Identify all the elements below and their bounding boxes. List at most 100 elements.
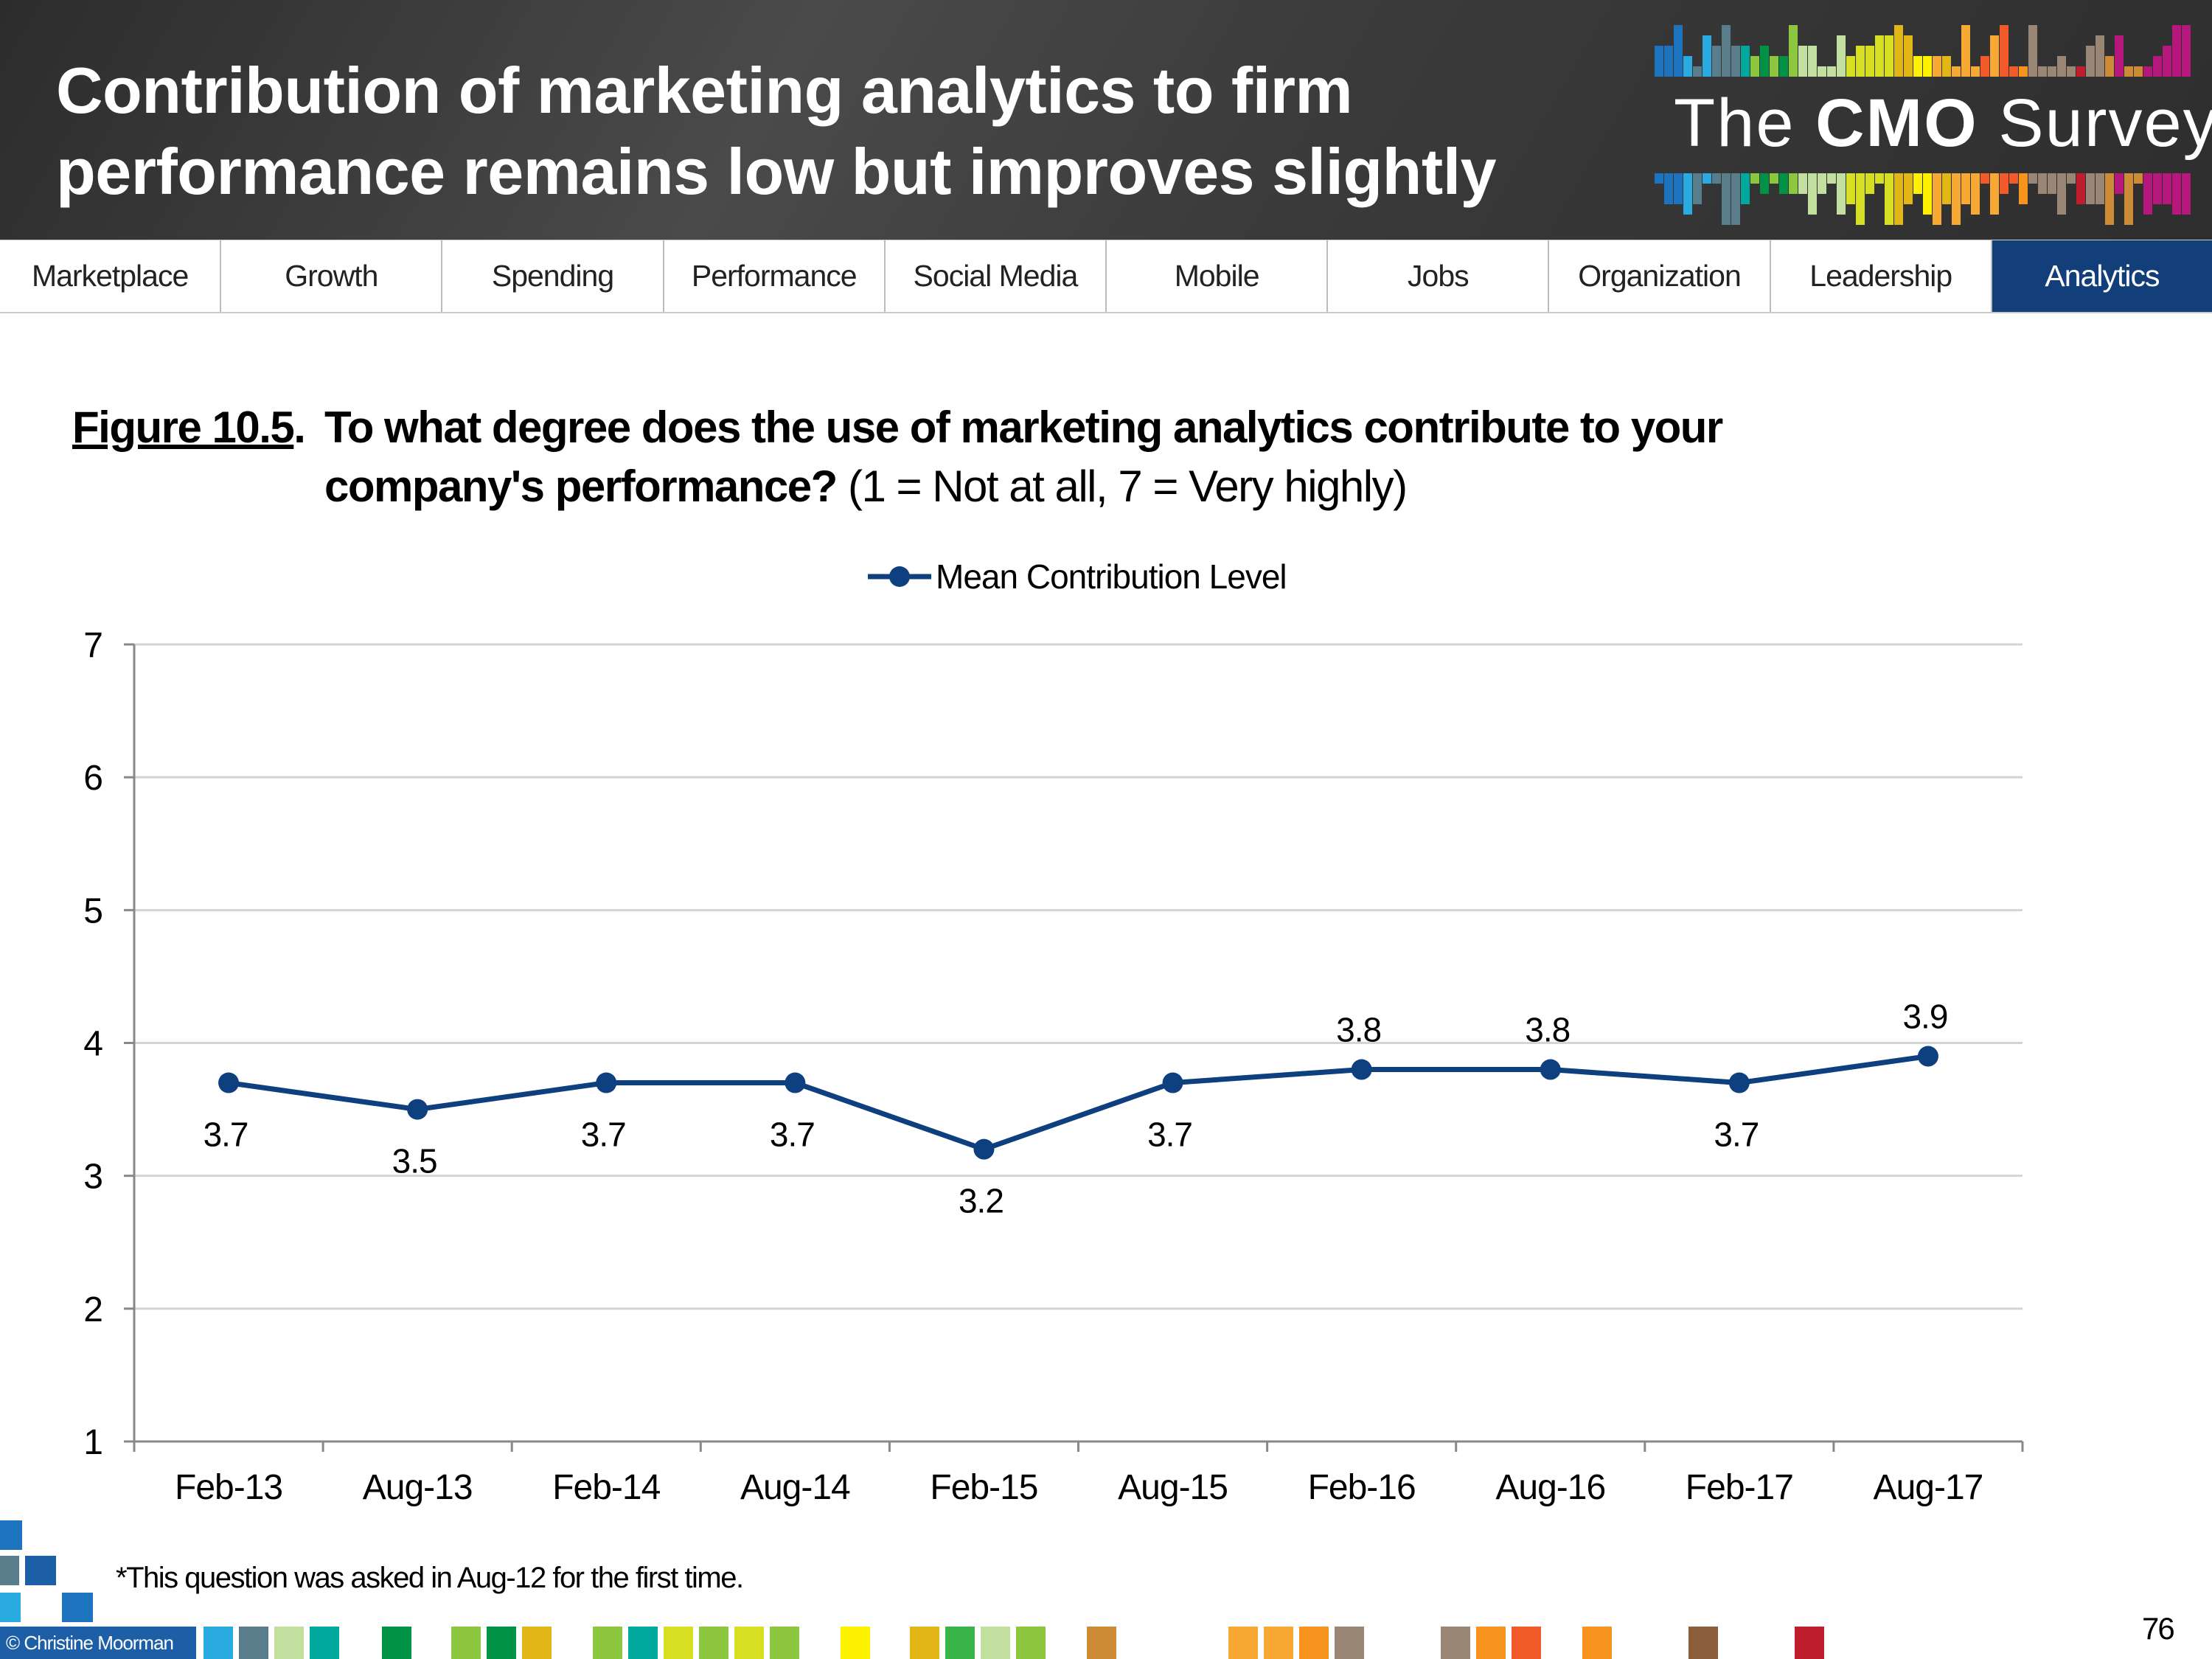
y-tick-label: 6 [83, 759, 103, 798]
logo-pixel [1933, 215, 1941, 225]
logo-pixel [1846, 194, 1855, 204]
logo-pixel [1846, 173, 1855, 184]
logo-pixel [2163, 173, 2171, 184]
logo-pixel [1760, 66, 1769, 77]
logo-pixel [2048, 173, 2056, 184]
logo-pixel [1674, 35, 1683, 46]
logo-pixel [2076, 194, 2085, 204]
logo-pixel [2096, 173, 2104, 184]
logo-pixel [1961, 35, 1970, 46]
logo-pixel [2000, 56, 2008, 66]
series-line [228, 1054, 1929, 1152]
logo-pixel [1952, 215, 1961, 225]
logo-pixel [1846, 184, 1855, 194]
logo-pixel [1770, 56, 1778, 66]
tab-social-media[interactable]: Social Media [886, 240, 1107, 312]
logo-pixel [1971, 184, 1980, 194]
logo-pixel [2124, 215, 2133, 225]
logo-pixel [2143, 173, 2152, 184]
footer-color-block [1582, 1627, 1612, 1659]
logo-pixel [1789, 46, 1798, 56]
logo-pixel [1837, 46, 1846, 56]
logo-pixel [2028, 25, 2037, 35]
logo-suffix: Survey [1998, 86, 2212, 161]
logo-pixel [1779, 184, 1788, 194]
logo-pixel [1865, 56, 1874, 66]
data-label: 3.8 [1525, 1011, 1570, 1049]
legend-label: Mean Contribution Level [936, 557, 1287, 596]
slide-title: Contribution of marketing analytics to f… [56, 50, 1497, 212]
logo-pixel [1712, 46, 1721, 56]
logo-pixel [1961, 194, 1970, 204]
logo-pixel [1674, 173, 1683, 184]
logo-pixel [1760, 173, 1769, 184]
logo-pixel [1750, 173, 1759, 184]
logo-pixel [1856, 184, 1865, 194]
logo-pixel [1837, 184, 1846, 194]
logo-pixel [2105, 66, 2114, 77]
logo-pixel [1722, 25, 1731, 35]
section-nav: Marketplace Growth Spending Performance Soci… [0, 240, 2212, 313]
tab-mobile[interactable]: Mobile [1107, 240, 1329, 312]
logo-pixel [2057, 56, 2066, 66]
footer-corner-block [25, 1556, 56, 1585]
logo-pixel [1885, 215, 1893, 225]
logo-pixel [1664, 56, 1673, 66]
logo-pixel [2038, 184, 2047, 194]
logo-pixel [1712, 66, 1721, 77]
logo-bold: CMO [1815, 86, 1978, 161]
logo-pixel [1894, 173, 1903, 184]
logo-pixel [1664, 184, 1673, 194]
logo-pixel [2000, 66, 2008, 77]
tab-growth[interactable]: Growth [221, 240, 443, 312]
logo-pixel [2009, 173, 2018, 184]
logo-pixel [2172, 66, 2181, 77]
logo-pixel [2143, 66, 2152, 77]
logo-pixel [1923, 173, 1932, 184]
logo-pixel [1731, 56, 1740, 66]
title-line-2: performance remains low but improves sli… [56, 135, 1497, 208]
logo-pixel [1952, 194, 1961, 204]
logo-pixel [1789, 66, 1798, 77]
logo-pixel [1722, 184, 1731, 194]
logo-pixel [1693, 184, 1702, 194]
logo-pixel [2182, 46, 2191, 56]
logo-pixel [2105, 215, 2114, 225]
logo-pixel [1990, 184, 1999, 194]
logo-pixel [1865, 173, 1874, 184]
tab-marketplace[interactable]: Marketplace [0, 240, 222, 312]
question-text: To what degree does the use of marketing… [324, 403, 1723, 511]
logo-pixel [1722, 56, 1731, 66]
logo-pixel [2172, 25, 2181, 35]
x-tick-label: Aug-13 [363, 1468, 473, 1507]
logo-pixel [2086, 194, 2095, 204]
logo-pixel [1885, 184, 1893, 194]
logo-pixel [2009, 66, 2018, 77]
logo-pixel [2028, 35, 2037, 46]
x-tick-label: Aug-17 [1874, 1468, 1983, 1507]
tab-spending[interactable]: Spending [442, 240, 664, 312]
footer-color-block [382, 1627, 411, 1659]
tab-leadership[interactable]: Leadership [1771, 240, 1992, 312]
logo-pixel [1913, 184, 1922, 194]
logo-pixel [1683, 66, 1692, 77]
logo-pixel [1789, 35, 1798, 46]
logo-pixel [1722, 173, 1731, 184]
logo-pixel [2172, 194, 2181, 204]
logo-pixel [1837, 173, 1846, 184]
logo-pixel [2182, 173, 2191, 184]
logo-pixel [2182, 184, 2191, 194]
logo-pixel [1875, 56, 1884, 66]
tab-performance[interactable]: Performance [664, 240, 886, 312]
logo-pixel [2163, 184, 2171, 194]
logo-pixel [1856, 204, 1865, 215]
logo-pixel [2163, 46, 2171, 56]
logo-pixel [2028, 56, 2037, 66]
logo-text: The CMO Survey [1674, 85, 2212, 162]
footer-color-block [628, 1627, 658, 1659]
logo-pixel [1971, 173, 1980, 184]
tab-organization[interactable]: Organization [1549, 240, 1771, 312]
tab-jobs[interactable]: Jobs [1328, 240, 1550, 312]
tab-analytics[interactable]: Analytics [1992, 240, 2212, 312]
logo-pixel [2143, 194, 2152, 204]
